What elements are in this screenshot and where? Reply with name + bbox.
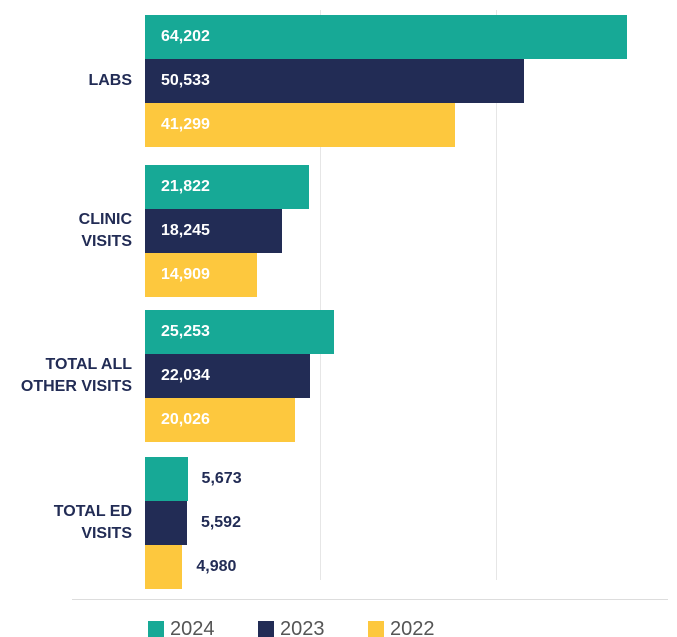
bar	[145, 59, 524, 103]
bar	[145, 103, 455, 147]
bar	[145, 501, 187, 545]
value-label: 5,592	[200, 514, 241, 531]
legend-swatch	[148, 621, 164, 637]
value-label: 64,202	[161, 28, 210, 45]
bar	[145, 545, 183, 589]
value-label: 22,034	[161, 367, 210, 384]
value-label: 5,673	[201, 470, 242, 487]
value-label: 18,245	[161, 222, 210, 239]
legend-swatch	[368, 621, 384, 637]
value-label: 50,533	[161, 72, 210, 89]
category-label: TOTAL ALL OTHER VISITS	[20, 356, 132, 395]
value-label: 21,822	[161, 178, 210, 195]
category-label: LABS	[88, 72, 132, 89]
category-label: TOTAL ED VISITS	[53, 503, 132, 542]
bar	[145, 354, 311, 398]
legend-label: 2023	[280, 618, 325, 637]
legend-label: 2022	[390, 618, 435, 637]
value-label: 14,909	[161, 266, 210, 283]
bar	[145, 310, 335, 354]
bar	[145, 253, 257, 297]
axis-line	[72, 599, 668, 600]
bar	[145, 209, 282, 253]
bar	[145, 457, 188, 501]
bar	[145, 398, 296, 442]
grid-line	[320, 10, 321, 580]
value-label: 25,253	[161, 323, 210, 340]
grid-line	[496, 10, 497, 580]
value-label: 41,299	[161, 116, 210, 133]
bar	[145, 15, 627, 59]
value-label: 4,980	[196, 558, 237, 575]
bar	[145, 165, 309, 209]
legend-swatch	[258, 621, 274, 637]
value-label: 20,026	[161, 411, 210, 428]
category-label: CLINIC VISITS	[78, 211, 132, 250]
legend-label: 2024	[170, 618, 215, 637]
